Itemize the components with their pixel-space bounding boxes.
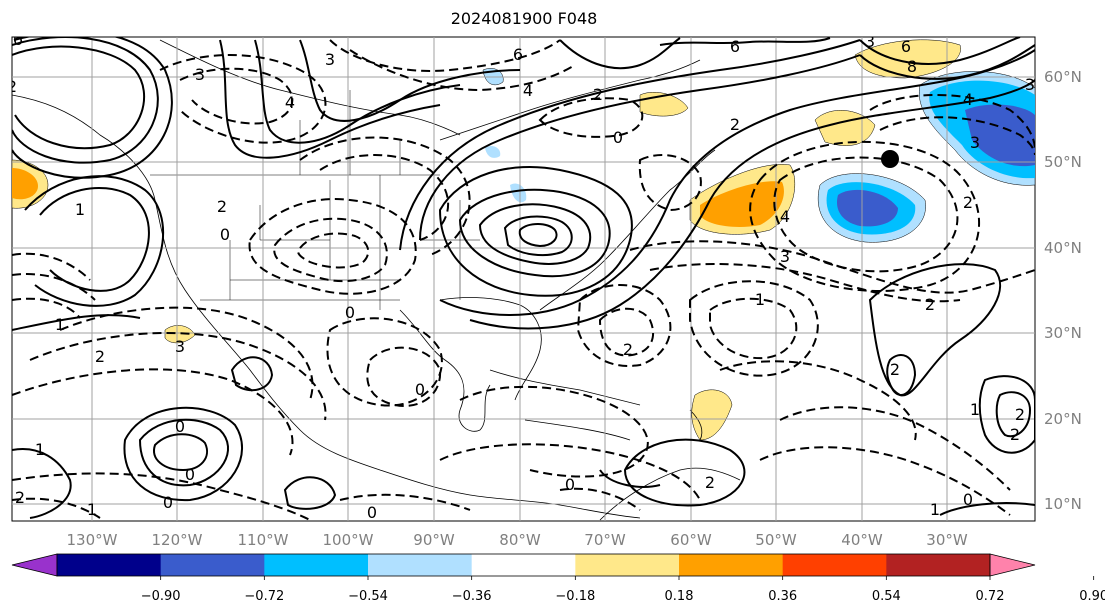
colorbar-segment (57, 554, 162, 576)
lat-label: 20°N (1044, 410, 1082, 428)
map-title: 2024081900 F048 (450, 9, 598, 28)
colorbar-tick-label: −0.72 (244, 589, 284, 604)
colorbar-segment (679, 554, 784, 576)
lat-label: 60°N (1044, 68, 1082, 86)
contour-value-label: 2 (963, 193, 973, 212)
contour-value-label: 0 (185, 465, 195, 484)
contour-value-label: 6 (730, 37, 740, 56)
contour-value-label: 2 (1010, 425, 1020, 444)
contour-value-label: 8 (907, 57, 917, 76)
contour-value-label: 2 (217, 197, 227, 216)
contour-value-label: 2 (890, 360, 900, 379)
contour-value-label: 1 (75, 200, 85, 219)
colorbar-tick-label: −0.36 (452, 589, 492, 604)
contour-value-label: 2 (593, 85, 603, 104)
contour-value-label: 0 (963, 490, 973, 509)
contour-value-label: 4 (285, 93, 295, 112)
lon-label: 70°W (584, 531, 626, 549)
contour-value-label: 2 (95, 347, 105, 366)
colorbar-extend-max (989, 553, 1036, 577)
contour-value-label: 0 (175, 417, 185, 436)
lon-label: 120°W (152, 531, 203, 549)
contour-value-label: 2 (925, 295, 935, 314)
contour-value-label: 3 (1025, 75, 1035, 94)
lat-label: 40°N (1044, 239, 1082, 257)
contour-value-label: 2 (7, 77, 17, 96)
lon-label: 130°W (67, 531, 118, 549)
station-marker-dot (881, 150, 899, 168)
lat-label: 30°N (1044, 324, 1082, 342)
colorbar (11, 553, 1036, 577)
contour-value-label: 0 (220, 225, 230, 244)
colorbar-tick-label: −0.90 (141, 589, 181, 604)
political-borders (150, 90, 480, 310)
contour-value-label: 3 (780, 247, 790, 266)
colorbar-tick-label: −0.54 (348, 589, 388, 604)
dashed-contours (12, 39, 1035, 521)
colorbar-tick-label: 0.90 (1079, 589, 1105, 604)
contour-value-label: 6 (901, 37, 911, 56)
lon-label: 30°W (926, 531, 968, 549)
contour-value-label: 2 (623, 340, 633, 359)
longitude-labels: 130°W 120°W 110°W 100°W 90°W 80°W 70°W 60°W 50°W… (67, 531, 968, 549)
lat-label: 50°N (1044, 153, 1082, 171)
colorbar-segment (160, 554, 265, 576)
contour-value-label: 0 (345, 303, 355, 322)
lon-label: 80°W (499, 531, 541, 549)
colorbar-extend-min (11, 553, 58, 577)
lat-label: 10°N (1044, 495, 1082, 513)
solid-contours (12, 37, 1035, 519)
contour-value-label: 0 (613, 128, 623, 147)
colorbar-tick-label: 0.18 (665, 589, 694, 604)
lon-label: 40°W (841, 531, 883, 549)
lon-label: 60°W (670, 531, 712, 549)
colorbar-tick-label: 0.36 (768, 589, 797, 604)
contour-value-label: 2 (730, 115, 740, 134)
colorbar-tick-label: 0.54 (872, 589, 901, 604)
contour-value-label: 0 (367, 503, 377, 522)
contour-value-label: 0 (415, 380, 425, 399)
contour-value-label: 1 (755, 290, 765, 309)
map-frame (11, 36, 1036, 522)
contour-value-label: 4 (523, 81, 533, 100)
contour-value-label: 2 (705, 473, 715, 492)
latitude-labels: 60°N 50°N 40°N 30°N 20°N 10°N (1044, 68, 1082, 513)
colorbar-segment (471, 554, 576, 576)
contour-value-label: 3 (195, 65, 205, 84)
contour-value-label: 1 (930, 500, 940, 519)
colorbar-tick-label: 0.72 (976, 589, 1005, 604)
contour-value-label: 1 (35, 440, 45, 459)
colorbar-segment (264, 554, 369, 576)
lon-label: 110°W (238, 531, 289, 549)
colorbar-segment (782, 554, 887, 576)
colorbar-tick-label: −0.18 (555, 589, 595, 604)
contour-value-label: 0 (163, 493, 173, 512)
lon-label: 50°W (755, 531, 797, 549)
colorbar-segment (368, 554, 473, 576)
contour-value-label: 6 (13, 30, 23, 49)
contour-value-label: 0 (565, 475, 575, 494)
lon-label: 100°W (323, 531, 374, 549)
contour-value-label: 4 (963, 90, 973, 109)
contour-value-label: 3 (175, 337, 185, 356)
contour-value-label: 2 (1015, 405, 1025, 424)
contour-value-label: 4 (780, 207, 790, 226)
colorbar-tick-labels: −0.90 −0.72 −0.54 −0.36 −0.18 0.18 0.36 0.54 0.7… (141, 576, 1105, 604)
contour-value-label: 1 (87, 500, 97, 519)
contour-value-label: 3 (325, 50, 335, 69)
contour-value-label: 2 (15, 488, 25, 507)
contour-value-label: 1 (55, 315, 65, 334)
contour-value-label: 1 (970, 400, 980, 419)
contour-value-label: 3 (865, 32, 875, 51)
contour-value-label: 3 (970, 133, 980, 152)
contour-value-label: 6 (513, 45, 523, 64)
colorbar-segment (575, 554, 680, 576)
colorbar-segment (886, 554, 991, 576)
lon-label: 90°W (413, 531, 455, 549)
